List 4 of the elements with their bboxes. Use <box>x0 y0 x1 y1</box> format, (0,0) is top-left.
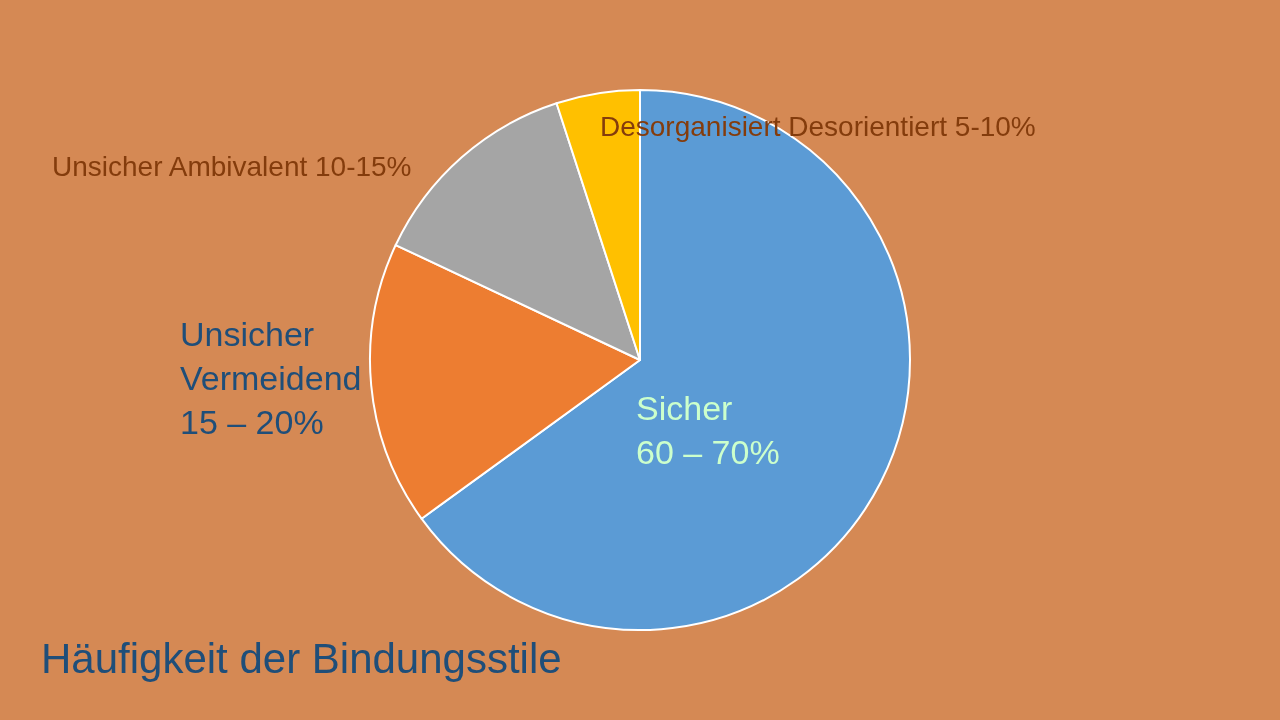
text: Häufigkeit der Bindungsstile <box>41 634 562 682</box>
slice-label: Unsicher Vermeidend 15 – 20% <box>180 314 362 442</box>
slice-label: Unsicher Ambivalent 10-15% <box>52 150 412 182</box>
slice-label: Sicher 60 – 70% <box>636 388 780 472</box>
